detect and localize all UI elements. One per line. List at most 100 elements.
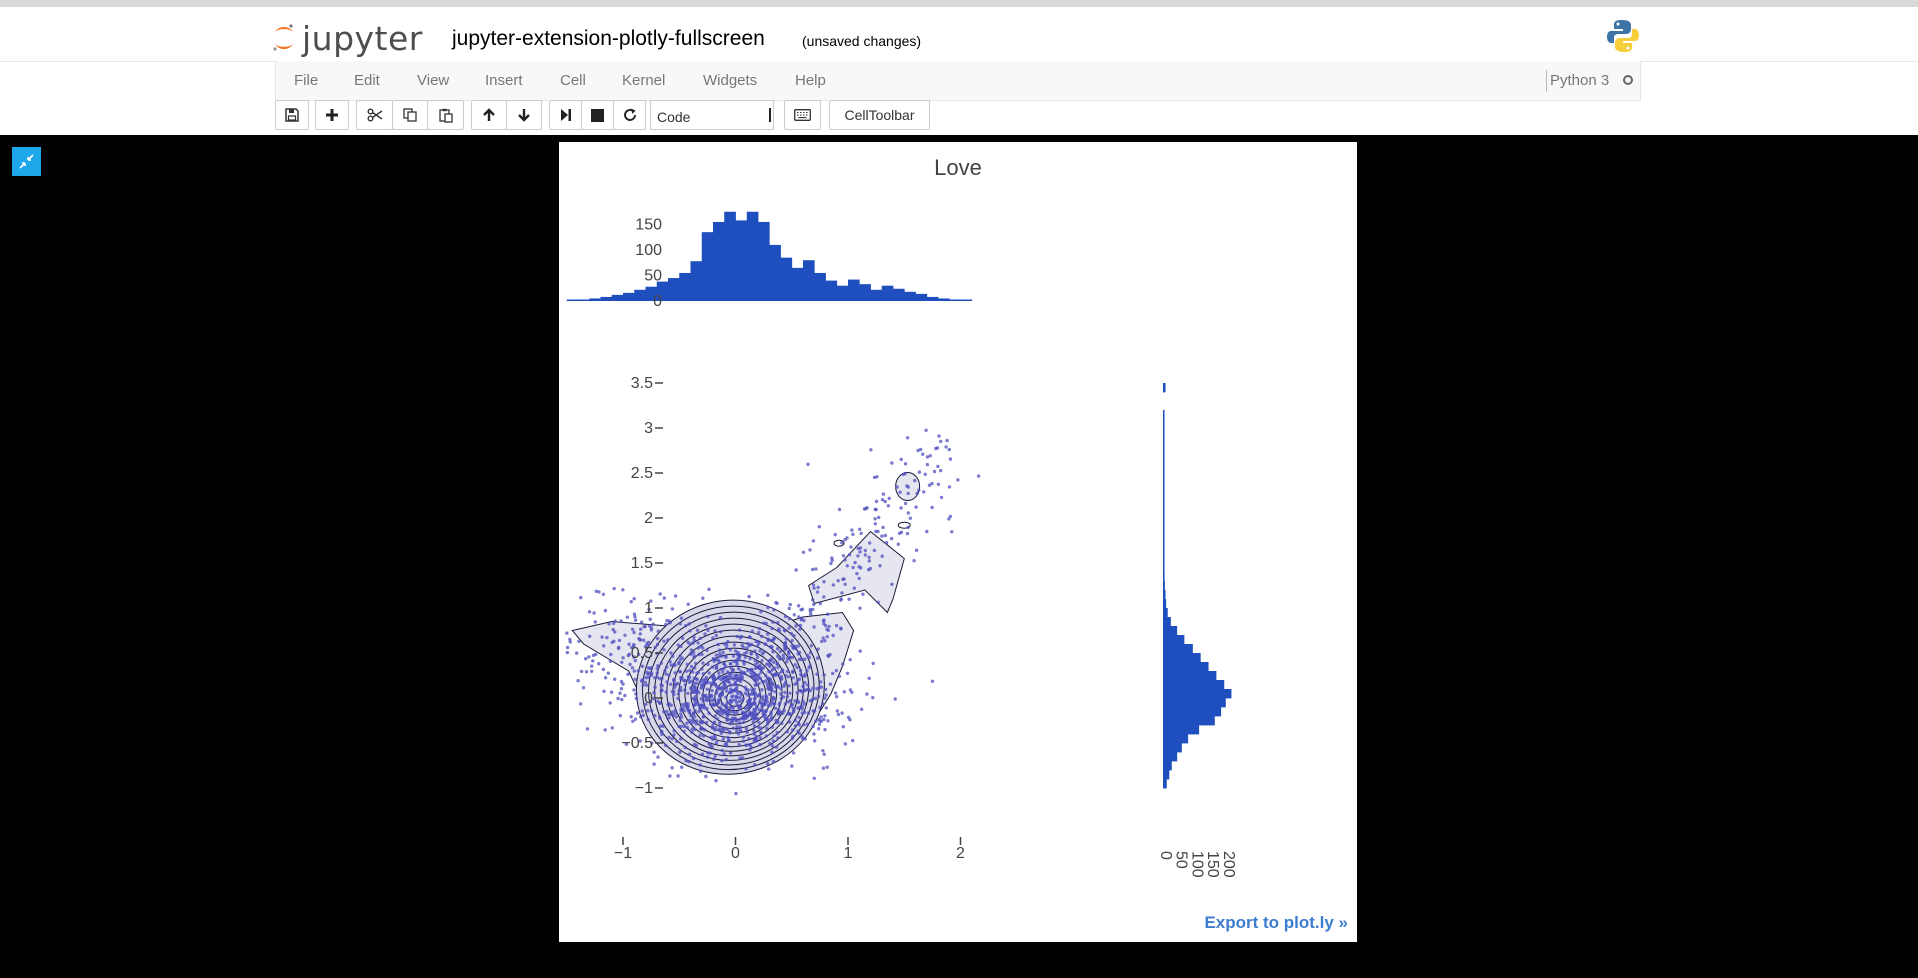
scatter-point bbox=[746, 641, 750, 646]
scatter-point bbox=[845, 671, 850, 675]
scatter-point bbox=[745, 646, 749, 650]
scatter-point bbox=[653, 685, 657, 689]
scatter-point bbox=[755, 661, 760, 665]
scatter-point bbox=[771, 702, 775, 706]
scatter-point bbox=[658, 677, 662, 681]
jupyter-logo[interactable]: jupyter bbox=[272, 19, 423, 58]
scatter-point bbox=[758, 736, 762, 740]
menu-edit[interactable]: Edit bbox=[354, 72, 380, 89]
scatter-point bbox=[930, 505, 934, 510]
scatter-point bbox=[579, 702, 583, 706]
scatter-point bbox=[603, 608, 608, 613]
scatter-point bbox=[625, 615, 630, 619]
scatter-point bbox=[623, 633, 627, 637]
scatter-point bbox=[790, 764, 794, 768]
y-hist-bar bbox=[1163, 752, 1178, 762]
x-hist-bar bbox=[893, 288, 905, 301]
scatter-point bbox=[755, 705, 759, 709]
interrupt-kernel-button[interactable] bbox=[581, 100, 614, 130]
scatter-point bbox=[858, 606, 862, 610]
scatter-point bbox=[817, 717, 821, 722]
scatter-point bbox=[791, 751, 796, 755]
scatter-point bbox=[704, 624, 708, 628]
scatter-point bbox=[641, 713, 645, 717]
scatter-point bbox=[824, 706, 828, 710]
scatter-point bbox=[906, 491, 910, 496]
cell-type-select[interactable]: Code . bbox=[650, 100, 774, 130]
menu-help[interactable]: Help bbox=[795, 72, 826, 89]
scatter-point bbox=[565, 631, 569, 635]
x-histogram[interactable]: 0 50 100 150 bbox=[566, 211, 973, 310]
scatter-point bbox=[762, 712, 766, 717]
scatter-point bbox=[753, 763, 757, 767]
scatter-point bbox=[656, 699, 660, 703]
exit-fullscreen-button[interactable] bbox=[12, 147, 41, 176]
scatter-point bbox=[811, 709, 815, 713]
menu-view[interactable]: View bbox=[417, 72, 450, 89]
scatter-point bbox=[917, 470, 922, 474]
restart-kernel-button[interactable] bbox=[613, 100, 646, 130]
scatter-point bbox=[798, 668, 803, 673]
scatter-point bbox=[765, 697, 769, 701]
scatter-point bbox=[670, 710, 675, 714]
scatter-point bbox=[653, 713, 657, 718]
scatter-point bbox=[740, 710, 745, 714]
paste-button[interactable] bbox=[427, 100, 464, 130]
scatter-point bbox=[687, 752, 692, 756]
scatter-point bbox=[771, 759, 776, 764]
scatter-point bbox=[803, 657, 807, 661]
export-to-plotly-link[interactable]: Export to plot.ly » bbox=[1204, 913, 1348, 932]
scatter-point bbox=[659, 689, 663, 693]
scatter-point bbox=[694, 681, 699, 685]
scatter-point bbox=[658, 592, 662, 596]
menu-widgets[interactable]: Widgets bbox=[703, 72, 758, 89]
scatter-point bbox=[760, 634, 764, 639]
cut-button[interactable] bbox=[356, 100, 393, 130]
scatter-point bbox=[783, 614, 788, 619]
copy-icon bbox=[403, 108, 417, 122]
scatter-point bbox=[590, 664, 594, 668]
move-down-button[interactable] bbox=[506, 100, 542, 130]
insert-cell-button[interactable] bbox=[315, 100, 349, 130]
command-palette-button[interactable] bbox=[784, 100, 821, 130]
scatter-points[interactable] bbox=[559, 428, 981, 796]
move-up-button[interactable] bbox=[471, 100, 507, 130]
kernel-name[interactable]: Python 3 bbox=[1550, 72, 1610, 89]
save-button[interactable] bbox=[275, 100, 309, 130]
x-hist-bar bbox=[679, 272, 691, 301]
scatter-point bbox=[765, 662, 769, 666]
scatter-point bbox=[776, 654, 780, 659]
run-cell-button[interactable] bbox=[549, 100, 582, 130]
celltoolbar-button[interactable]: CellToolbar bbox=[829, 100, 930, 130]
plotly-figure[interactable]: Love 0 50 100 150 0 50 100 150 200 −1 −0.5 0 0.5 1 1… bbox=[559, 142, 1357, 942]
scatter-point bbox=[601, 592, 606, 596]
scatter-point bbox=[757, 720, 761, 725]
scatter-point bbox=[834, 623, 839, 628]
scatter-point bbox=[584, 670, 589, 674]
scatter-point bbox=[771, 673, 775, 677]
menu-insert[interactable]: Insert bbox=[485, 72, 523, 89]
scatter-point bbox=[925, 529, 929, 534]
notebook-title[interactable]: jupyter-extension-plotly-fullscreen bbox=[452, 27, 765, 50]
scatter-point bbox=[737, 721, 742, 725]
scatter-point bbox=[706, 628, 710, 632]
scatter-point bbox=[880, 554, 884, 558]
scatter-point bbox=[673, 685, 677, 689]
scatter-point bbox=[766, 761, 770, 766]
scatter-point bbox=[811, 539, 816, 543]
scatter-point bbox=[725, 705, 729, 709]
scatter-point bbox=[811, 598, 815, 602]
scatter-point bbox=[753, 717, 758, 721]
scatter-point bbox=[867, 676, 871, 680]
menu-cell[interactable]: Cell bbox=[560, 72, 586, 89]
menu-file[interactable]: File bbox=[294, 72, 319, 89]
scatter-point bbox=[842, 690, 846, 694]
copy-button[interactable] bbox=[392, 100, 428, 130]
scatter-point bbox=[809, 612, 813, 616]
menu-kernel[interactable]: Kernel bbox=[622, 72, 666, 89]
x-hist-tick-label: 150 bbox=[635, 217, 662, 234]
y-tick-label: 3 bbox=[644, 420, 653, 437]
scatter-point bbox=[747, 635, 752, 639]
